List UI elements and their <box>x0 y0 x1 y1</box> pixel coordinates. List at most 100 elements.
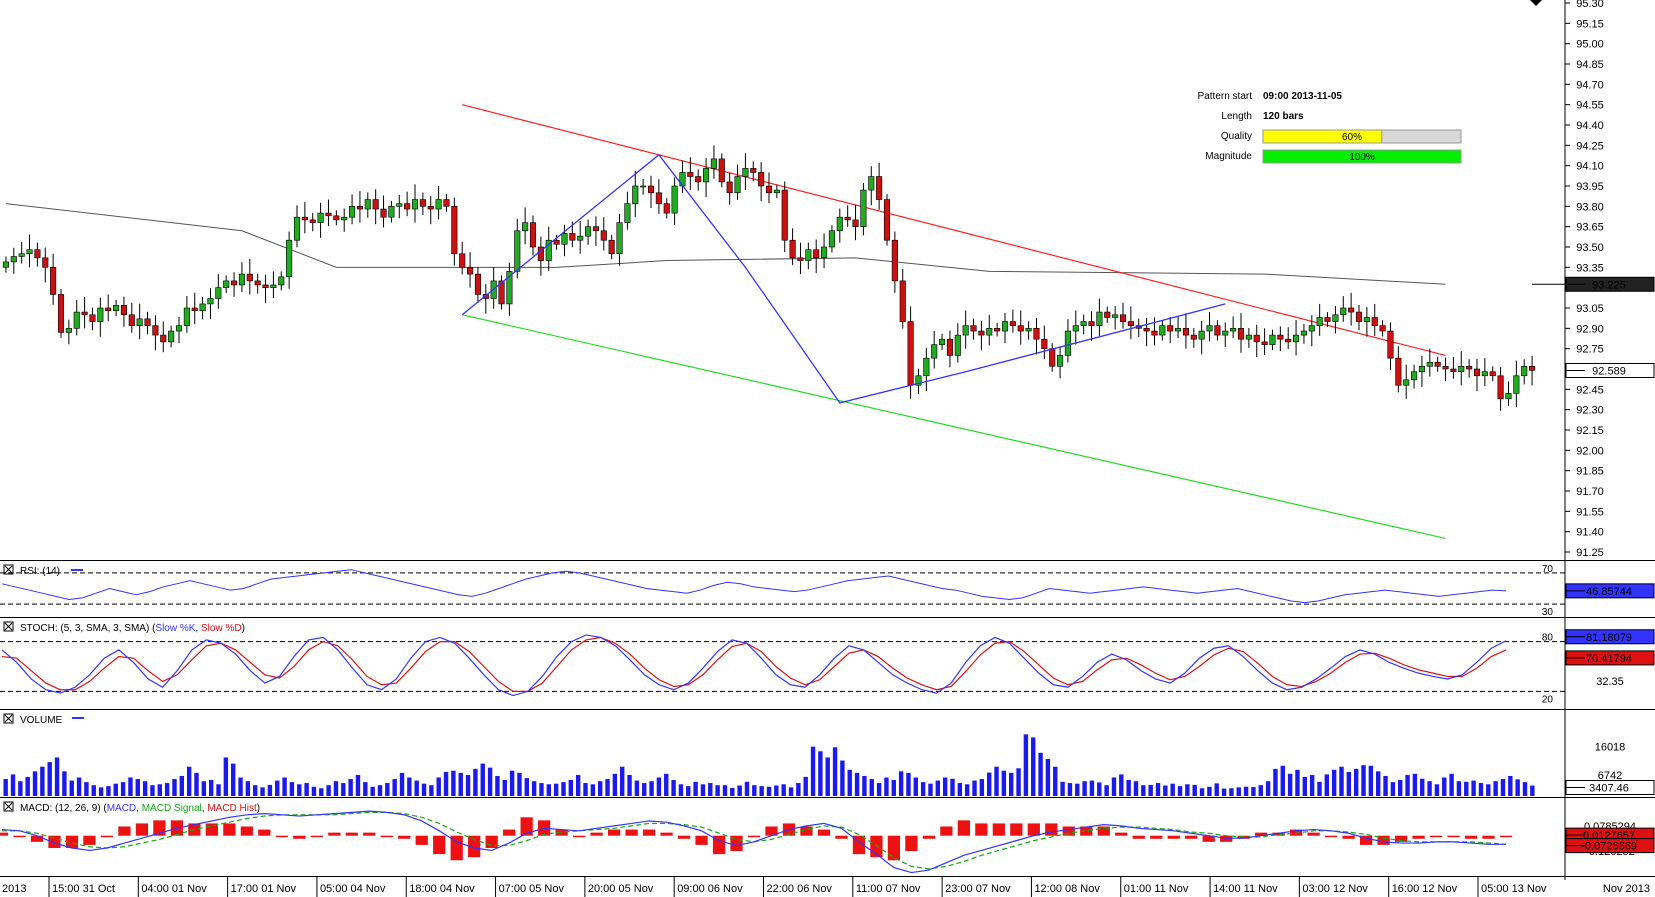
volume-bar <box>1324 774 1330 796</box>
volume-bar <box>1449 773 1454 796</box>
stoch-k-current-label: 81.18079 <box>1586 632 1632 644</box>
volume-bar <box>906 772 911 796</box>
volume-bar <box>1398 779 1403 796</box>
candle <box>364 192 371 218</box>
macd-hist-bar <box>485 835 498 848</box>
candle-body <box>970 325 977 332</box>
candle <box>317 202 324 238</box>
volume-bar <box>642 783 647 796</box>
candle-body <box>293 216 301 241</box>
macd-hist-bar <box>817 829 831 836</box>
candle <box>1175 316 1182 339</box>
macd-hist-bar <box>1062 826 1075 836</box>
scroll-arrow-icon[interactable] <box>1530 0 1542 6</box>
candle <box>1513 360 1520 407</box>
volume-bar <box>1405 775 1410 796</box>
volume-bar <box>429 785 434 796</box>
candle-body <box>1009 321 1016 326</box>
candle <box>1057 346 1064 379</box>
candle <box>18 241 25 264</box>
candle <box>89 307 96 331</box>
price-tick-label: 94.55 <box>1576 100 1604 112</box>
candle-body <box>1489 371 1496 377</box>
candle-body <box>81 311 88 316</box>
candle <box>750 161 757 182</box>
price-tick-label: 94.40 <box>1576 120 1604 132</box>
volume-bars <box>3 734 1535 796</box>
candle-body <box>522 222 529 232</box>
macd-hist-bar <box>240 826 253 836</box>
candle <box>773 184 780 199</box>
candle <box>915 368 922 394</box>
candle <box>899 268 906 329</box>
candle-body <box>915 375 922 386</box>
candle-body <box>1466 365 1473 370</box>
candle <box>844 205 851 227</box>
volume-bar <box>774 785 779 796</box>
volume-bar <box>1456 781 1462 796</box>
rsi-levels: 70 30 <box>0 564 1565 618</box>
volume-bar <box>561 782 566 796</box>
volume-bar <box>942 777 948 796</box>
volume-bar <box>920 782 926 796</box>
macd-hist-bar <box>1342 835 1355 839</box>
volume-bar <box>1009 772 1014 796</box>
candle-body <box>356 206 363 210</box>
macd-hist-bar <box>503 829 516 836</box>
candle <box>238 262 245 293</box>
candle-body <box>435 199 442 210</box>
macd-hist-bar <box>1132 835 1145 839</box>
macd-hist-bar <box>1394 835 1408 842</box>
volume-bar <box>1082 781 1087 796</box>
candle <box>986 314 993 346</box>
candle <box>1261 328 1268 355</box>
volume-bar <box>91 785 96 796</box>
price-tick-label: 94.25 <box>1576 140 1604 152</box>
price-tick-label: 95.15 <box>1576 18 1604 30</box>
candle <box>585 219 592 245</box>
candle-body <box>585 226 592 237</box>
candle <box>1395 346 1402 393</box>
candle <box>1167 316 1174 343</box>
volume-bar <box>1177 786 1183 796</box>
stoch-labels: 81.18079 70.41794 32.35 <box>1565 629 1655 688</box>
volume-bar <box>950 778 955 796</box>
stoch-level-label: 20 <box>1542 694 1554 705</box>
macd-histogram <box>0 817 1513 861</box>
candle-body <box>1049 348 1056 367</box>
candle <box>474 267 481 304</box>
candle <box>1387 322 1394 371</box>
candle-body <box>1214 325 1221 336</box>
macd-labels: 0.0785294-0.1262520.0127657-0.0726669 <box>1565 821 1655 858</box>
volume-bar <box>1273 768 1278 796</box>
macd-hist-bar <box>800 826 813 836</box>
macd-hist-bar <box>135 823 149 836</box>
candle <box>286 231 293 289</box>
candle <box>1088 311 1095 341</box>
candle <box>742 153 749 191</box>
candle <box>293 205 301 248</box>
macd-hist-bar <box>712 835 726 855</box>
candle <box>647 175 655 208</box>
volume-bar <box>1038 752 1043 796</box>
candle-body <box>687 172 694 177</box>
candle <box>1080 314 1087 335</box>
volume-bar <box>1434 784 1440 796</box>
volume-bar <box>106 786 111 796</box>
candle-body <box>396 203 403 207</box>
time-axis: 2013 15:00 31 Oct 04:00 01 Nov 17:00 01 Nov… <box>2 876 1650 897</box>
macd-signal-legend: MACD Signal <box>142 803 202 814</box>
macd-hist-bar <box>363 832 376 836</box>
candle <box>1064 319 1071 363</box>
macd-hist-bar <box>100 835 114 838</box>
candle-body <box>89 314 96 322</box>
volume-bar <box>54 757 60 796</box>
volume-bar <box>1478 783 1484 796</box>
macd-hist-bar <box>677 835 691 839</box>
stoch-title: STOCH: (5, 3, SMA, 3, SMA) <box>20 623 149 634</box>
candle-body <box>718 158 725 183</box>
macd-hist-bar <box>1429 835 1443 838</box>
candle <box>246 258 253 295</box>
candle-body <box>734 176 741 194</box>
